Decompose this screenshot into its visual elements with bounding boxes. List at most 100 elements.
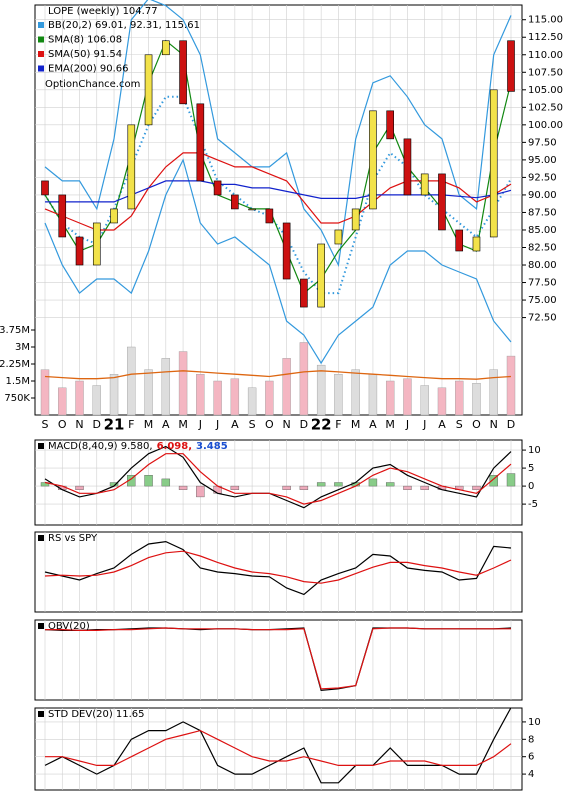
histogram-bar bbox=[489, 475, 498, 487]
legend-label: SMA(8) 106.08 bbox=[48, 35, 122, 46]
histogram-bar bbox=[506, 473, 516, 487]
y-tick-label: 92.50 bbox=[528, 172, 557, 183]
x-tick-label: D bbox=[507, 418, 515, 431]
volume-bar bbox=[196, 374, 205, 416]
candle bbox=[334, 229, 343, 245]
histogram-bar bbox=[368, 478, 378, 487]
y-tick-label: 112.50 bbox=[528, 32, 563, 43]
volume-bar bbox=[316, 364, 326, 416]
legend-swatch bbox=[38, 65, 44, 72]
candle bbox=[58, 194, 67, 238]
volume-bar bbox=[282, 358, 291, 416]
y-tick-label: 95.00 bbox=[528, 155, 557, 166]
panel-title: OBV(20) bbox=[48, 621, 90, 632]
legend-swatch bbox=[38, 443, 44, 449]
y-tick-label: 87.50 bbox=[528, 207, 557, 218]
x-tick-label: S bbox=[249, 418, 256, 431]
y-tick-label: 72.50 bbox=[528, 313, 557, 324]
y-tick-label: 82.50 bbox=[528, 242, 557, 253]
candle bbox=[472, 236, 481, 252]
legend-swatch bbox=[38, 51, 44, 57]
y-tick-label: 3.75M bbox=[0, 325, 30, 336]
volume-bar bbox=[92, 385, 101, 416]
y-tick-label: 750K bbox=[4, 393, 30, 404]
volume-bar bbox=[265, 380, 274, 416]
histogram-bar bbox=[282, 485, 291, 490]
candle bbox=[386, 110, 394, 140]
y-tick-label: 5 bbox=[528, 463, 534, 474]
y-tick-label: 10 bbox=[528, 445, 541, 456]
candle bbox=[127, 124, 136, 210]
y-tick-label: 85.00 bbox=[528, 225, 557, 236]
legend-swatch bbox=[38, 535, 44, 541]
panel-frame bbox=[34, 707, 523, 791]
series-line bbox=[44, 550, 512, 584]
x-tick-label: O bbox=[58, 418, 67, 431]
x-tick-label: M bbox=[351, 418, 361, 431]
x-tick-label: M bbox=[178, 418, 188, 431]
y-tick-label: 97.50 bbox=[528, 137, 557, 148]
volume-bar bbox=[299, 342, 309, 416]
candle bbox=[110, 208, 118, 224]
candle bbox=[196, 103, 205, 182]
volume-bar bbox=[455, 380, 464, 416]
panel-title: STD DEV(20) 11.65 bbox=[48, 709, 145, 720]
legend-swatch bbox=[38, 22, 44, 28]
legend-text: 6.098, bbox=[157, 441, 192, 452]
histogram-bar bbox=[472, 485, 481, 490]
x-tick-label: N bbox=[75, 418, 83, 431]
histogram-bar bbox=[178, 485, 188, 490]
legend-label: SMA(50) 91.54 bbox=[48, 49, 122, 60]
series-line bbox=[44, 370, 512, 380]
x-tick-label: J bbox=[422, 418, 426, 431]
y-tick-label: 102.50 bbox=[528, 102, 563, 113]
y-tick-label: 1.5M bbox=[5, 376, 30, 387]
x-tick-label: A bbox=[369, 418, 377, 431]
y-tick-label: -5 bbox=[528, 499, 538, 510]
candle bbox=[75, 236, 84, 266]
candle bbox=[265, 208, 274, 224]
y-tick-label: 4 bbox=[528, 769, 534, 780]
histogram-bar bbox=[316, 482, 326, 487]
x-tick-label: F bbox=[335, 418, 341, 431]
y-tick-label: 80.00 bbox=[528, 260, 557, 271]
series-line bbox=[44, 39, 512, 295]
candle bbox=[403, 138, 412, 196]
histogram-bar bbox=[334, 482, 343, 487]
series-line bbox=[44, 540, 512, 596]
candle bbox=[489, 89, 498, 238]
volume-bar bbox=[75, 380, 84, 416]
x-tick-label: N bbox=[490, 418, 498, 431]
y-tick-label: 2.25M bbox=[0, 359, 30, 370]
histogram-bar bbox=[299, 485, 309, 490]
y-tick-label: 10 bbox=[528, 717, 541, 728]
y-tick-label: 6 bbox=[528, 752, 534, 763]
x-tick-label: A bbox=[231, 418, 239, 431]
y-tick-label: 77.50 bbox=[528, 278, 557, 289]
legend-label: BB(20,2) 69.01, 92.31, 115.61 bbox=[48, 20, 200, 31]
candle bbox=[282, 222, 291, 280]
volume-bar bbox=[40, 369, 50, 416]
volume-bar bbox=[161, 358, 171, 416]
x-tick-label: D bbox=[93, 418, 101, 431]
panel-title: RS vs SPY bbox=[48, 533, 98, 544]
volume-bar bbox=[230, 378, 240, 416]
y-tick-label: 110.00 bbox=[528, 50, 563, 61]
volume-bar bbox=[334, 374, 343, 416]
x-tick-label: M bbox=[385, 418, 395, 431]
volume-bar bbox=[213, 380, 222, 416]
x-tick-label: O bbox=[265, 418, 274, 431]
panel-frame bbox=[34, 619, 523, 701]
candle bbox=[317, 243, 325, 308]
candle bbox=[507, 40, 515, 92]
x-tick-label: A bbox=[162, 418, 170, 431]
candle bbox=[213, 180, 222, 196]
series-line bbox=[44, 445, 512, 509]
histogram-bar bbox=[420, 485, 429, 490]
x-tick-label: J bbox=[215, 418, 219, 431]
y-tick-label: 8 bbox=[528, 734, 534, 745]
volume-bar bbox=[58, 387, 67, 416]
y-tick-label: 0 bbox=[528, 481, 534, 492]
candle bbox=[144, 54, 153, 126]
